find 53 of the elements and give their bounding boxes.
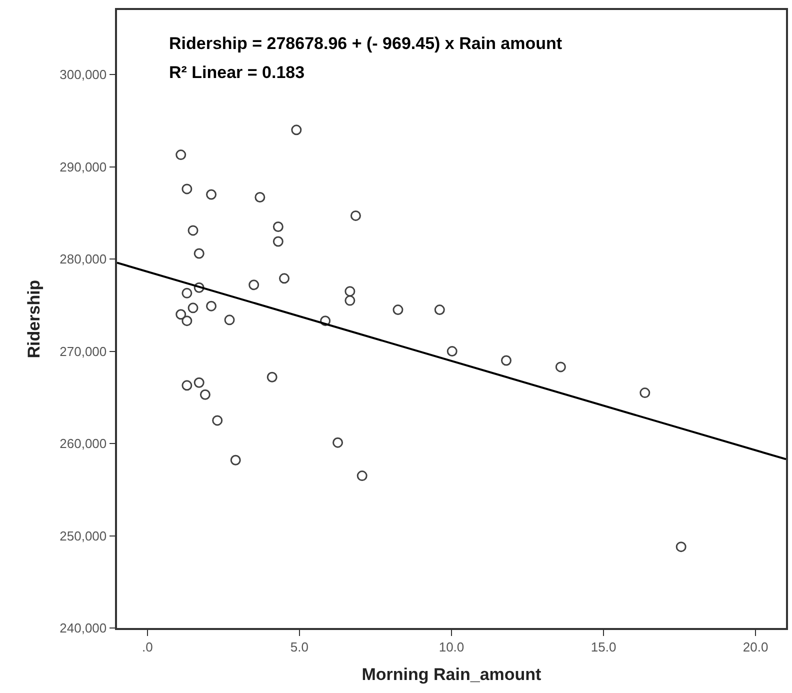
- point: [248, 280, 260, 290]
- y-tick-label: 290,000: [60, 159, 107, 174]
- x-tick-label: 5.0: [290, 639, 308, 654]
- point: [434, 304, 445, 316]
- point: [291, 124, 302, 136]
- point: [182, 380, 192, 391]
- point: [446, 346, 458, 357]
- point: [176, 309, 186, 320]
- point: [194, 282, 204, 293]
- point: [332, 437, 344, 448]
- point: [640, 388, 650, 398]
- point: [182, 184, 192, 194]
- point: [194, 377, 204, 388]
- point: [272, 222, 284, 232]
- point: [272, 236, 284, 247]
- x-tick-label: .0: [142, 639, 153, 654]
- point: [188, 225, 198, 236]
- point: [555, 362, 566, 372]
- point: [182, 288, 192, 298]
- annotation: R² Linear = 0.183: [169, 63, 305, 82]
- point: [279, 273, 290, 284]
- x-tick-label: 20.0: [742, 639, 768, 654]
- point: [344, 286, 356, 297]
- point: [344, 295, 356, 306]
- y-tick-label: 280,000: [60, 252, 107, 267]
- y-tick-label: 270,000: [60, 344, 107, 359]
- point: [206, 189, 217, 200]
- point: [266, 372, 278, 382]
- point: [254, 192, 266, 202]
- point: [212, 415, 223, 426]
- x-tick-label: 15.0: [590, 639, 616, 654]
- point: [206, 300, 217, 312]
- point: [356, 470, 368, 482]
- annotation: Ridership = 278678.96 + (- 969.45) x Rain amount: [169, 34, 562, 53]
- y-tick-label: 240,000: [60, 620, 107, 636]
- point: [176, 150, 186, 160]
- point: [350, 210, 361, 221]
- point: [500, 355, 512, 366]
- point: [194, 248, 204, 259]
- point: [182, 316, 192, 326]
- point: [188, 302, 198, 314]
- y-tick-label: 260,000: [60, 436, 107, 452]
- point: [320, 316, 331, 326]
- y-tick-label: 300,000: [60, 67, 107, 82]
- x-axis-title: Morning Rain_amount: [362, 665, 542, 684]
- y-axis-title: Ridership: [24, 280, 44, 358]
- point: [200, 389, 210, 400]
- x-tick-label: 10.0: [438, 639, 464, 654]
- point: [676, 542, 686, 552]
- point: [224, 314, 235, 326]
- point: [392, 304, 404, 316]
- y-tick-label: 250,000: [60, 528, 107, 544]
- point: [230, 454, 241, 466]
